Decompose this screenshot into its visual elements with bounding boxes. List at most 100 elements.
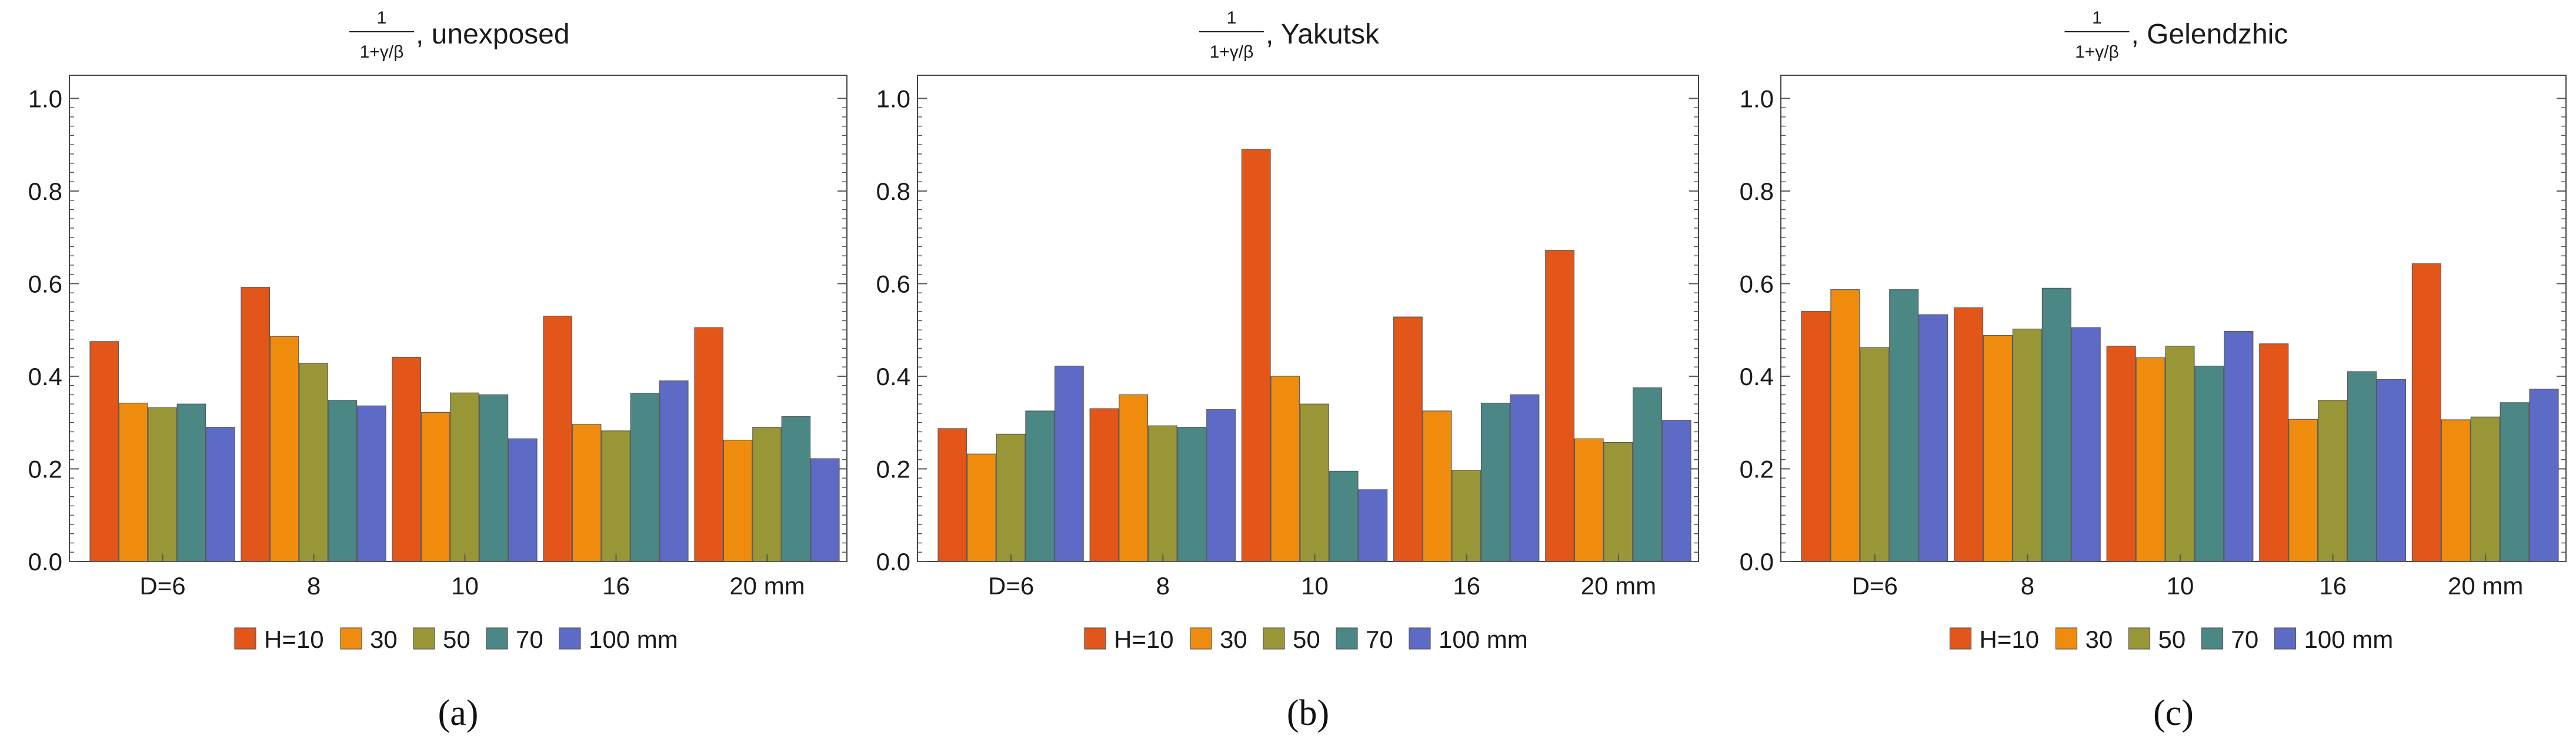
bar [421,412,451,562]
bar [118,403,148,562]
bar [630,393,660,562]
legend-label: 70 [1366,626,1393,653]
category-label: 8 [1156,572,1170,600]
bar [1177,426,1207,562]
y-tick-label: 0.4 [1740,363,1774,390]
y-tick-label: 0.0 [876,548,910,576]
bar [89,341,119,562]
title-text: , Yakutsk [1266,19,1380,50]
legend-swatch [2201,627,2224,650]
bar [1119,394,1149,562]
category-label: 16 [602,572,630,600]
bar [2318,400,2348,562]
bar [1206,409,1236,562]
bar [1633,387,1662,562]
bar [1270,376,1300,562]
legend-label: H=10 [264,626,324,653]
bar [1574,438,1604,562]
bar [1480,403,1510,562]
legend-label: 50 [1293,626,1320,653]
bar [1983,335,2013,562]
bar [1025,410,1055,562]
legend-swatch [413,627,435,650]
category-label: 8 [2021,572,2034,600]
legend-swatch [1336,627,1358,650]
bar [1801,311,1831,562]
bar [508,438,538,562]
bar [2194,366,2224,562]
bar [996,433,1026,562]
bar [1661,420,1691,562]
bar [1451,470,1481,562]
bar [269,336,299,562]
panel-label: (c) [2153,693,2194,733]
legend-swatch [340,627,362,650]
y-tick-label: 1.0 [28,85,62,112]
bar [2411,263,2441,562]
legend-label: 50 [443,626,471,653]
bar [967,453,996,562]
bar [1860,347,1890,562]
bar [1918,314,1948,562]
legend-swatch [559,627,581,650]
legend-label: 100 mm [1439,626,1528,653]
y-tick-label: 0.2 [876,455,910,483]
legend-label: 70 [516,626,543,653]
bar [2500,402,2530,562]
category-label: 10 [1301,572,1329,600]
legend-swatch [1949,627,1972,650]
panel-label: (a) [438,693,479,733]
y-tick-label: 0.2 [1740,455,1774,483]
y-tick-label: 0.8 [28,178,62,205]
y-tick-label: 0.6 [1740,270,1774,297]
legend-label: H=10 [1980,626,2040,653]
bar [356,405,386,562]
legend-swatch [2274,627,2297,650]
bar [479,394,509,562]
bar [241,287,271,562]
y-tick-label: 0.6 [28,270,62,297]
y-tick-label: 1.0 [876,85,910,112]
legend-swatch [486,627,508,650]
bar [2041,287,2071,562]
legend-swatch [1190,627,1212,650]
category-label: 10 [451,572,479,600]
bar [752,426,782,562]
bar [2470,416,2500,562]
category-label: 10 [2167,572,2194,600]
bar [1830,289,1860,562]
legend-label: 70 [2231,626,2259,653]
legend-swatch [1263,627,1285,650]
bar [450,392,479,562]
category-label: D=6 [1852,572,1898,600]
bar [2288,419,2318,562]
bar [2259,343,2289,562]
bar [810,458,840,562]
bar [2224,330,2254,562]
bar [2071,327,2101,562]
bar [937,428,967,562]
bar [1147,425,1177,562]
y-tick-label: 0.0 [28,548,62,576]
legend-label: 50 [2158,626,2186,653]
bar [659,380,689,562]
title-fraction-denominator: 1+γ/β [2075,42,2119,62]
y-tick-label: 1.0 [1740,85,1774,112]
category-label: 20 mm [2448,572,2523,600]
category-label: D=6 [139,572,185,600]
y-tick-label: 0.8 [1740,178,1774,205]
bar [299,363,328,562]
bar [601,430,630,562]
bar [1241,149,1271,562]
title-fraction-denominator: 1+γ/β [360,42,404,62]
bar [2106,346,2136,562]
legend-swatch [2128,627,2151,650]
bar [1054,366,1084,562]
bar [206,426,235,562]
legend-swatch [1409,627,1431,650]
bar [723,440,753,562]
bar [1358,489,1388,562]
legend-swatch [2055,627,2078,650]
bar [1603,442,1633,562]
